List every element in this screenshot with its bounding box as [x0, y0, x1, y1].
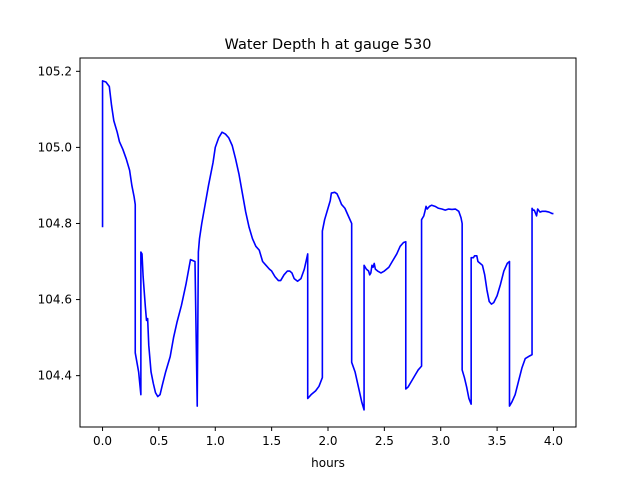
x-tick-label: 4.0 — [544, 434, 563, 448]
x-axis-label: hours — [311, 456, 345, 470]
x-tick-label: 0.0 — [93, 434, 112, 448]
axis-ticks: 0.0 0.5 1.0 1.5 2.0 2.5 3.0 3.5 4.0 104.4 104.6 104… — [38, 64, 563, 448]
y-tick-label: 105.0 — [38, 140, 72, 154]
y-tick-label: 104.4 — [38, 369, 72, 383]
series-line-0 — [101, 80, 554, 411]
y-tick-label: 105.2 — [38, 64, 72, 78]
x-tick-label: 2.0 — [318, 434, 337, 448]
plot-frame — [79, 57, 577, 428]
y-tick-label: 104.8 — [38, 216, 72, 230]
x-tick-label: 0.5 — [149, 434, 168, 448]
x-tick-label: 3.5 — [488, 434, 507, 448]
x-tick-label: 1.5 — [262, 434, 281, 448]
chart-title: Water Depth h at gauge 530 — [225, 37, 432, 53]
x-tick-label: 3.0 — [431, 434, 450, 448]
plot-area — [101, 80, 554, 411]
x-tick-label: 1.0 — [206, 434, 225, 448]
x-tick-label: 2.5 — [375, 434, 394, 448]
y-tick-label: 104.6 — [38, 293, 72, 307]
